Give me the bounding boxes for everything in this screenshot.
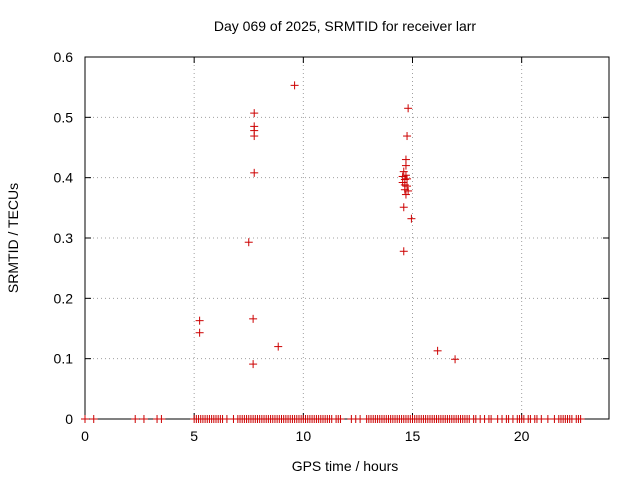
data-point: [250, 168, 259, 177]
data-point: [399, 203, 408, 212]
data-point: [249, 360, 258, 369]
tick-layer: 0 0.1 0.2 0.3 0.4 0.5 0.6 0 5 10 15 20: [54, 49, 609, 444]
x-tick-label: 10: [296, 428, 312, 444]
data-point: [404, 186, 413, 195]
data-point: [244, 238, 253, 247]
y-tick-label: 0.4: [54, 170, 74, 186]
x-tick-label: 15: [405, 428, 421, 444]
x-tick-label: 5: [190, 428, 198, 444]
data-point: [403, 174, 412, 183]
data-point: [407, 214, 416, 223]
data-point: [250, 109, 259, 118]
data-point: [403, 132, 412, 141]
data-points: [81, 81, 585, 423]
data-point: [401, 155, 410, 164]
data-point: [195, 316, 204, 325]
x-tick-label: 20: [514, 428, 530, 444]
data-point: [274, 342, 283, 351]
data-point: [250, 132, 259, 141]
x-axis-label: GPS time / hours: [292, 458, 399, 474]
y-axis-label: SRMTID / TECUs: [5, 183, 21, 293]
y-tick-label: 0.2: [54, 290, 74, 306]
data-point: [576, 415, 585, 423]
data-point: [433, 346, 442, 355]
data-point: [336, 415, 345, 423]
data-point: [404, 104, 413, 113]
data-point: [399, 167, 408, 176]
y-tick-label: 0.1: [54, 351, 74, 367]
data-point: [89, 415, 98, 423]
grid-layer: [85, 57, 609, 419]
data-point: [139, 415, 148, 423]
data-point: [131, 415, 140, 423]
data-point: [403, 182, 412, 191]
y-tick-label: 0.5: [54, 109, 74, 125]
data-point: [157, 415, 166, 423]
y-tick-label: 0.3: [54, 230, 74, 246]
data-point: [290, 81, 299, 90]
data-point: [401, 171, 410, 180]
y-tick-label: 0.6: [54, 49, 74, 65]
data-point: [195, 328, 204, 337]
data-point: [249, 314, 258, 323]
data-point: [81, 415, 89, 423]
chart-title: Day 069 of 2025, SRMTID for receiver lar…: [214, 18, 477, 34]
plot-frame: [84, 56, 610, 420]
data-point: [451, 355, 460, 364]
y-tick-label: 0: [65, 411, 73, 427]
data-point: [399, 247, 408, 256]
x-tick-label: 0: [81, 428, 89, 444]
data-point: [401, 190, 410, 199]
